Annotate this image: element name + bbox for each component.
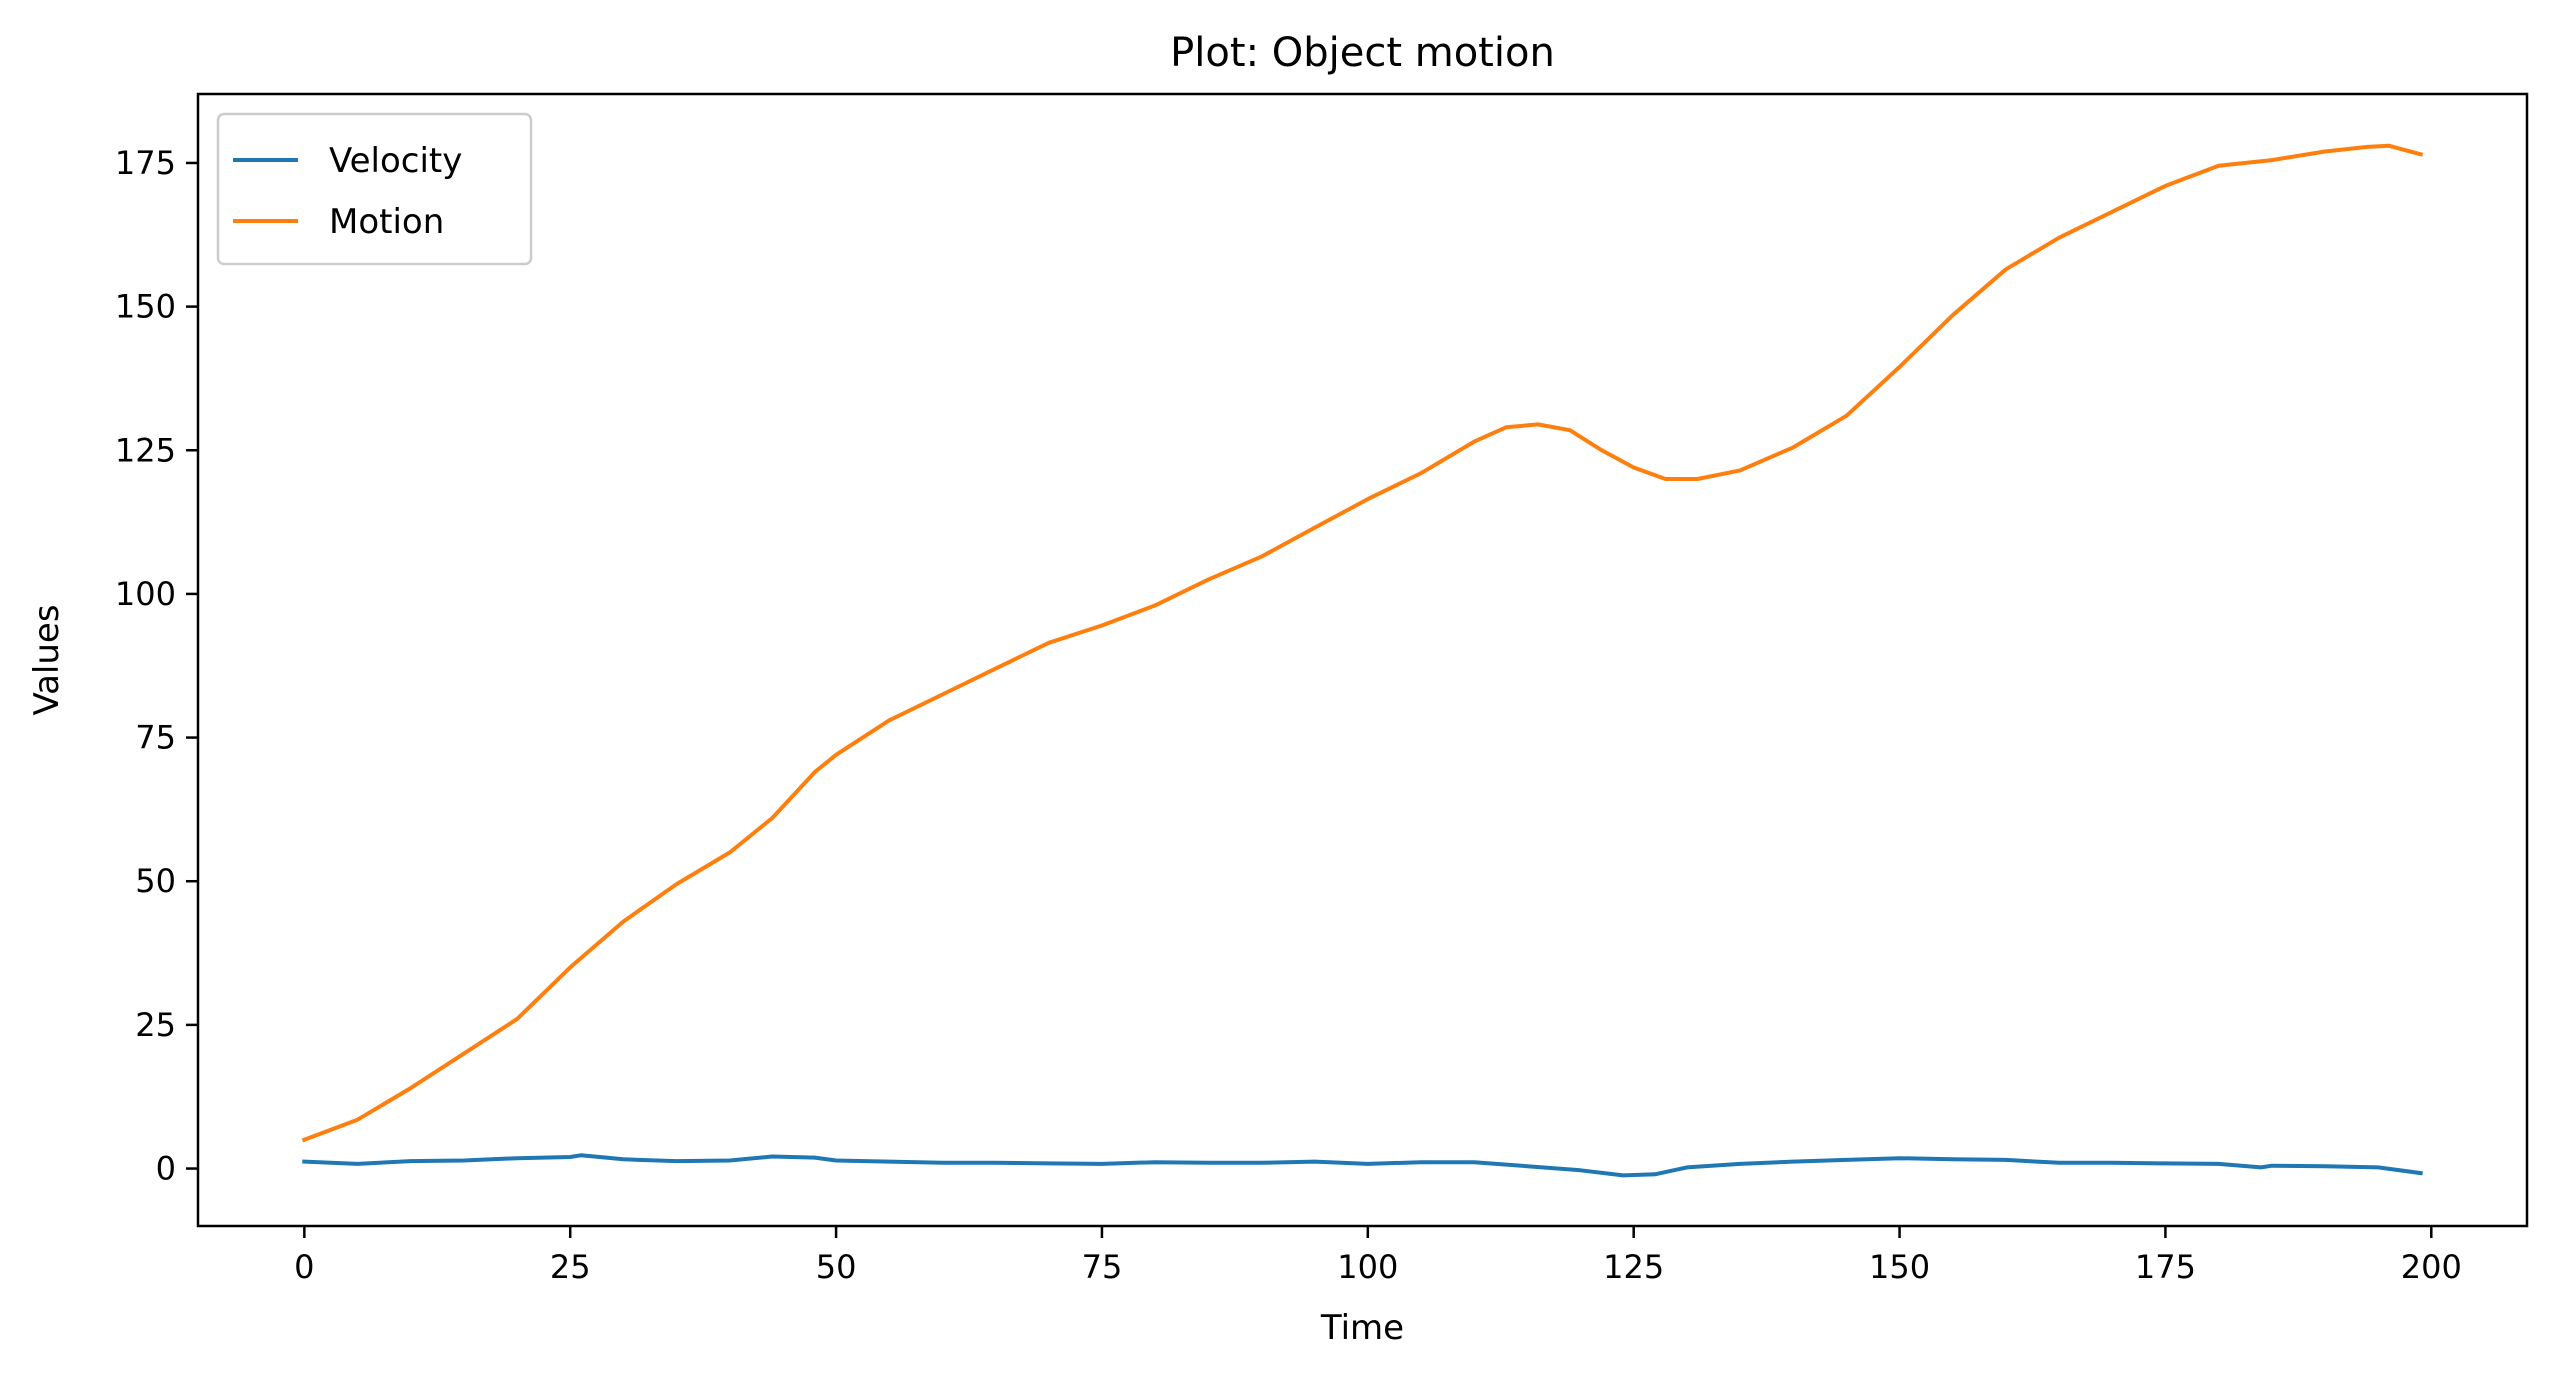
series-line-velocity: [302, 1153, 2423, 1178]
series-layer: [301, 143, 2424, 1178]
axes-frame: [196, 92, 2529, 1228]
x-tick-label: 175: [2135, 1248, 2196, 1286]
x-tick-label: 0: [294, 1248, 314, 1286]
y-tick-label: 100: [115, 575, 176, 613]
x-tick-label: 125: [1603, 1248, 1664, 1286]
x-tick-label: 50: [816, 1248, 857, 1286]
legend-label-motion: Motion: [329, 202, 444, 242]
legend: Velocity Motion: [216, 112, 533, 266]
y-axis-ticks: 0 25 50 75 100 125 150 175: [115, 144, 198, 1188]
y-tick-label: 75: [135, 719, 176, 757]
x-tick-label: 75: [1082, 1248, 1123, 1286]
legend-box: [216, 112, 533, 266]
plot-area: 0 25 50 75 100 125 150 175 200 0 25 50 75 100 125 150 1…: [115, 92, 2529, 1286]
y-tick-label: 125: [115, 431, 176, 469]
y-tick-label: 50: [135, 862, 176, 900]
x-tick-label: 200: [2401, 1248, 2462, 1286]
y-tick-label: 25: [135, 1006, 176, 1044]
y-tick-label: 175: [115, 144, 176, 182]
chart-title: Plot: Object motion: [1170, 30, 1555, 76]
x-tick-label: 25: [550, 1248, 591, 1286]
x-tick-label: 150: [1869, 1248, 1930, 1286]
x-axis-ticks: 0 25 50 75 100 125 150 175 200: [294, 1226, 2462, 1286]
x-axis-label: Time: [1320, 1308, 1404, 1348]
y-tick-label: 150: [115, 288, 176, 326]
x-tick-label: 100: [1337, 1248, 1398, 1286]
series-line-motion: [301, 143, 2424, 1143]
y-tick-label: 0: [156, 1150, 176, 1188]
legend-label-velocity: Velocity: [329, 141, 462, 181]
y-axis-label: Values: [27, 604, 67, 715]
